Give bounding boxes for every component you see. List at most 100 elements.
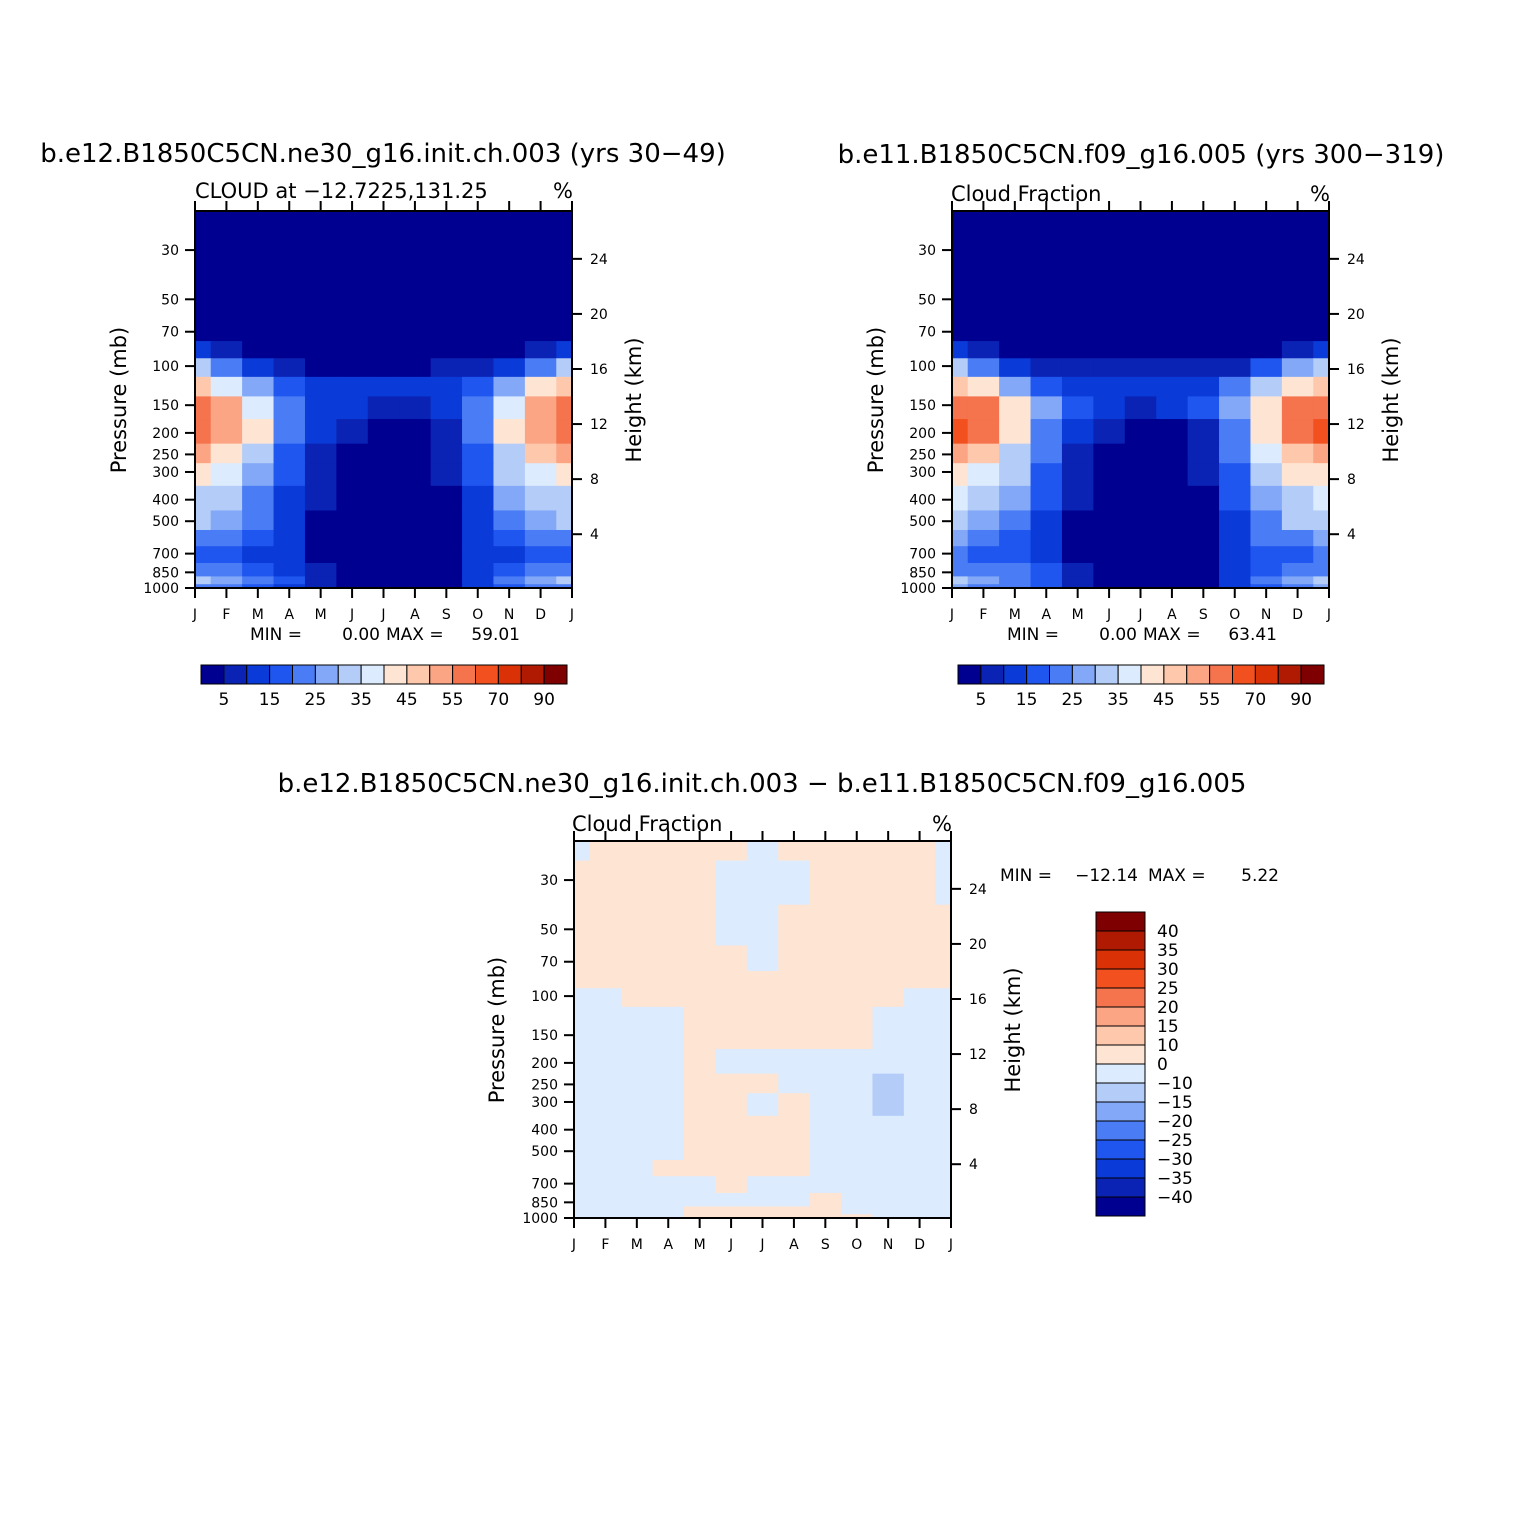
heatmap-cell: [210, 562, 243, 578]
heatmap-cell: [556, 584, 573, 589]
heatmap-cell: [715, 1026, 748, 1050]
heatmap-cell: [493, 584, 526, 589]
panel-2-axes: J F M A M J J A S O N D J 30 50 70 100 150 200 250 300 400 500…: [900, 201, 1365, 623]
heatmap-cell: [809, 1006, 842, 1027]
heatmap-cell: [952, 230, 969, 276]
colorbar-swatch: [1095, 1139, 1146, 1160]
colorbar-label: −25: [1157, 1131, 1193, 1151]
colorbar-swatch: [1095, 1006, 1146, 1027]
heatmap-cell: [242, 358, 275, 378]
heatmap-cell: [304, 376, 337, 397]
x-tick-label: O: [1229, 607, 1240, 623]
colorbar-label: 0: [1157, 1055, 1168, 1075]
y-right-tick-label: 8: [969, 1102, 978, 1118]
heatmap-cell: [273, 315, 306, 342]
heatmap-cell: [195, 510, 212, 531]
heatmap-cell: [841, 971, 874, 989]
colorbar-label: 45: [396, 690, 418, 710]
heatmap-cell: [841, 1049, 874, 1075]
heatmap-cell: [621, 1006, 654, 1027]
heatmap-cell: [493, 358, 526, 378]
heatmap-cell: [1313, 510, 1330, 531]
colorbar-swatch: [1232, 664, 1256, 685]
heatmap-cell: [1313, 419, 1330, 445]
heatmap-cell: [683, 1214, 716, 1219]
heatmap-cell: [935, 1026, 952, 1050]
heatmap-cell: [589, 1140, 622, 1161]
heatmap-cell: [903, 841, 936, 862]
heatmap-cell: [399, 396, 432, 420]
heatmap-cell: [210, 376, 243, 397]
heatmap-cell: [242, 562, 275, 578]
heatmap-cell: [1030, 396, 1063, 420]
heatmap-cell: [430, 443, 463, 464]
heatmap-cell: [1313, 576, 1330, 585]
heatmap-cell: [652, 1049, 685, 1075]
heatmap-cell: [1187, 315, 1220, 342]
heatmap-cell: [304, 358, 337, 378]
heatmap-cell: [1156, 211, 1189, 232]
heatmap-cell: [935, 904, 952, 947]
heatmap-cell: [683, 971, 716, 989]
heatmap-cell: [903, 1049, 936, 1075]
heatmap-cell: [935, 860, 952, 906]
colorbar-swatch: [1117, 664, 1142, 685]
colorbar-swatch: [1026, 664, 1051, 685]
heatmap-cell: [1250, 230, 1283, 276]
heatmap-cell: [1219, 211, 1252, 232]
colorbar-swatch: [360, 664, 385, 685]
colorbar-swatch: [1209, 664, 1234, 685]
heatmap-cell: [336, 510, 369, 531]
y-right-tick-label: 16: [1347, 362, 1365, 378]
heatmap-cell: [273, 510, 306, 531]
heatmap-cell: [715, 1006, 748, 1027]
colorbar-label: 35: [350, 690, 372, 710]
heatmap-cell: [574, 1159, 591, 1177]
heatmap-cell: [841, 1006, 874, 1027]
heatmap-cell: [746, 1159, 779, 1177]
heatmap-cell: [952, 341, 969, 359]
heatmap-cell: [273, 546, 306, 564]
heatmap-cell: [336, 529, 369, 547]
colorbar-label: 25: [1157, 979, 1179, 999]
x-tick-label: D: [1292, 607, 1303, 623]
x-tick-label: J: [349, 607, 354, 623]
y-tick-label: 500: [909, 514, 936, 530]
heatmap-cell: [493, 419, 526, 445]
heatmap-cell: [524, 529, 557, 547]
heatmap-cell: [778, 1006, 811, 1027]
heatmap-cell: [493, 546, 526, 564]
heatmap-cell: [903, 1176, 936, 1194]
heatmap-cell: [524, 562, 557, 578]
heatmap-cell: [872, 1115, 905, 1142]
heatmap-cell: [1156, 529, 1189, 547]
heatmap-cell: [903, 1140, 936, 1161]
heatmap-cell: [999, 463, 1032, 487]
heatmap-cell: [242, 546, 275, 564]
colorbar-label: 90: [1290, 690, 1312, 710]
colorbar-swatch: [1095, 1120, 1146, 1141]
heatmap-cell: [778, 1093, 811, 1117]
heatmap-cell: [1281, 485, 1314, 512]
y-right-tick-label: 24: [969, 882, 987, 898]
heatmap-cell: [1250, 485, 1283, 512]
panel-2: b.e11.B1850C5CN.f09_g16.005 (yrs 300−319…: [838, 140, 1445, 710]
heatmap-cell: [242, 485, 275, 512]
heatmap-cell: [715, 1206, 748, 1215]
colorbar-swatch: [1003, 664, 1028, 685]
heatmap-cell: [683, 860, 716, 906]
heatmap-cell: [1030, 274, 1063, 317]
heatmap-cell: [574, 1214, 591, 1219]
heatmap-cell: [1219, 510, 1252, 531]
heatmap-cell: [367, 485, 400, 512]
heatmap-cell: [809, 1159, 842, 1177]
heatmap-cell: [574, 1049, 591, 1075]
heatmap-cell: [399, 562, 432, 578]
heatmap-cell: [1061, 341, 1094, 359]
heatmap-cell: [746, 841, 779, 862]
heatmap-cell: [952, 463, 969, 487]
heatmap-cell: [1250, 443, 1283, 464]
heatmap-cell: [210, 546, 243, 564]
heatmap-cell: [746, 1093, 779, 1117]
heatmap-cell: [524, 274, 557, 317]
